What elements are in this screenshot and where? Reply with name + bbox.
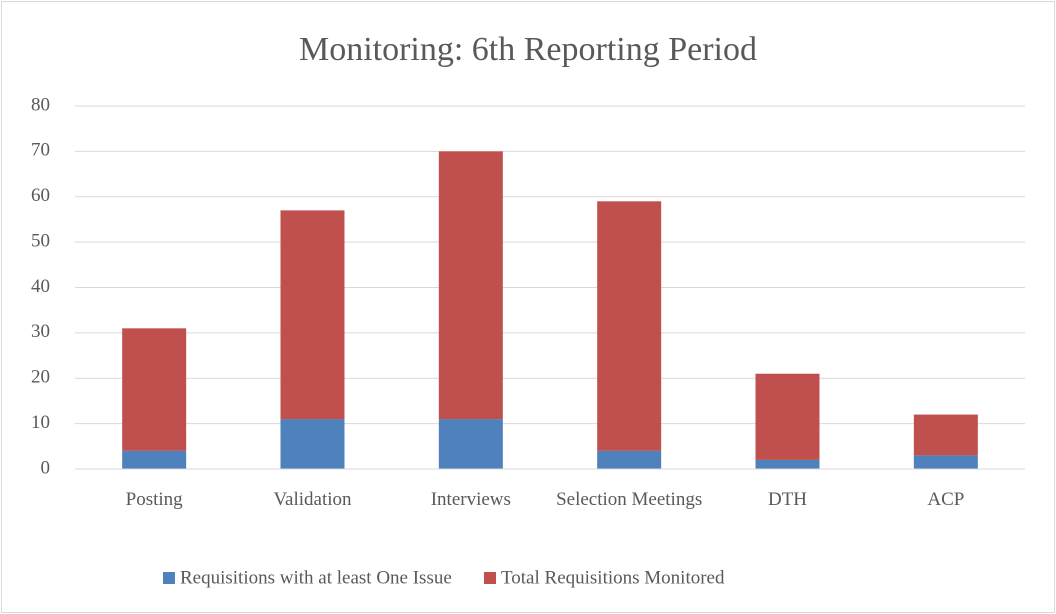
y-tick-label: 10 <box>31 412 50 433</box>
bar-segment <box>280 419 345 469</box>
x-tick-label: Interviews <box>430 489 511 510</box>
x-tick-label: Validation <box>273 489 352 510</box>
legend-label: Requisitions with at least One Issue <box>180 567 452 588</box>
bar-segment <box>122 328 187 451</box>
y-tick-label: 60 <box>31 185 50 206</box>
x-tick-label: Posting <box>125 489 183 510</box>
bar-segment <box>597 450 662 469</box>
y-tick-label: 20 <box>31 367 50 388</box>
bar-segment <box>438 419 503 469</box>
bar-segment <box>122 450 187 469</box>
y-tick-label: 80 <box>31 94 50 115</box>
y-tick-label: 30 <box>31 321 50 342</box>
bar-segment <box>755 373 820 460</box>
y-tick-label: 40 <box>31 276 50 297</box>
bar-segment <box>597 201 662 451</box>
x-tick-label: ACP <box>927 489 965 510</box>
legend-swatch <box>163 572 175 584</box>
bar-segment <box>280 210 345 420</box>
x-tick-label: Selection Meetings <box>556 489 703 510</box>
y-tick-label: 50 <box>31 230 50 251</box>
chart-title: Monitoring: 6th Reporting Period <box>299 31 757 68</box>
legend-label: Total Requisitions Monitored <box>501 567 725 588</box>
legend-swatch <box>484 572 496 584</box>
y-tick-label: 70 <box>31 140 50 161</box>
x-tick-label: DTH <box>767 489 808 510</box>
bar-segment <box>438 151 503 420</box>
y-tick-label: 0 <box>41 457 51 478</box>
bar-segment <box>913 414 978 456</box>
bar-segment <box>913 455 978 469</box>
bar-segment <box>755 459 820 469</box>
